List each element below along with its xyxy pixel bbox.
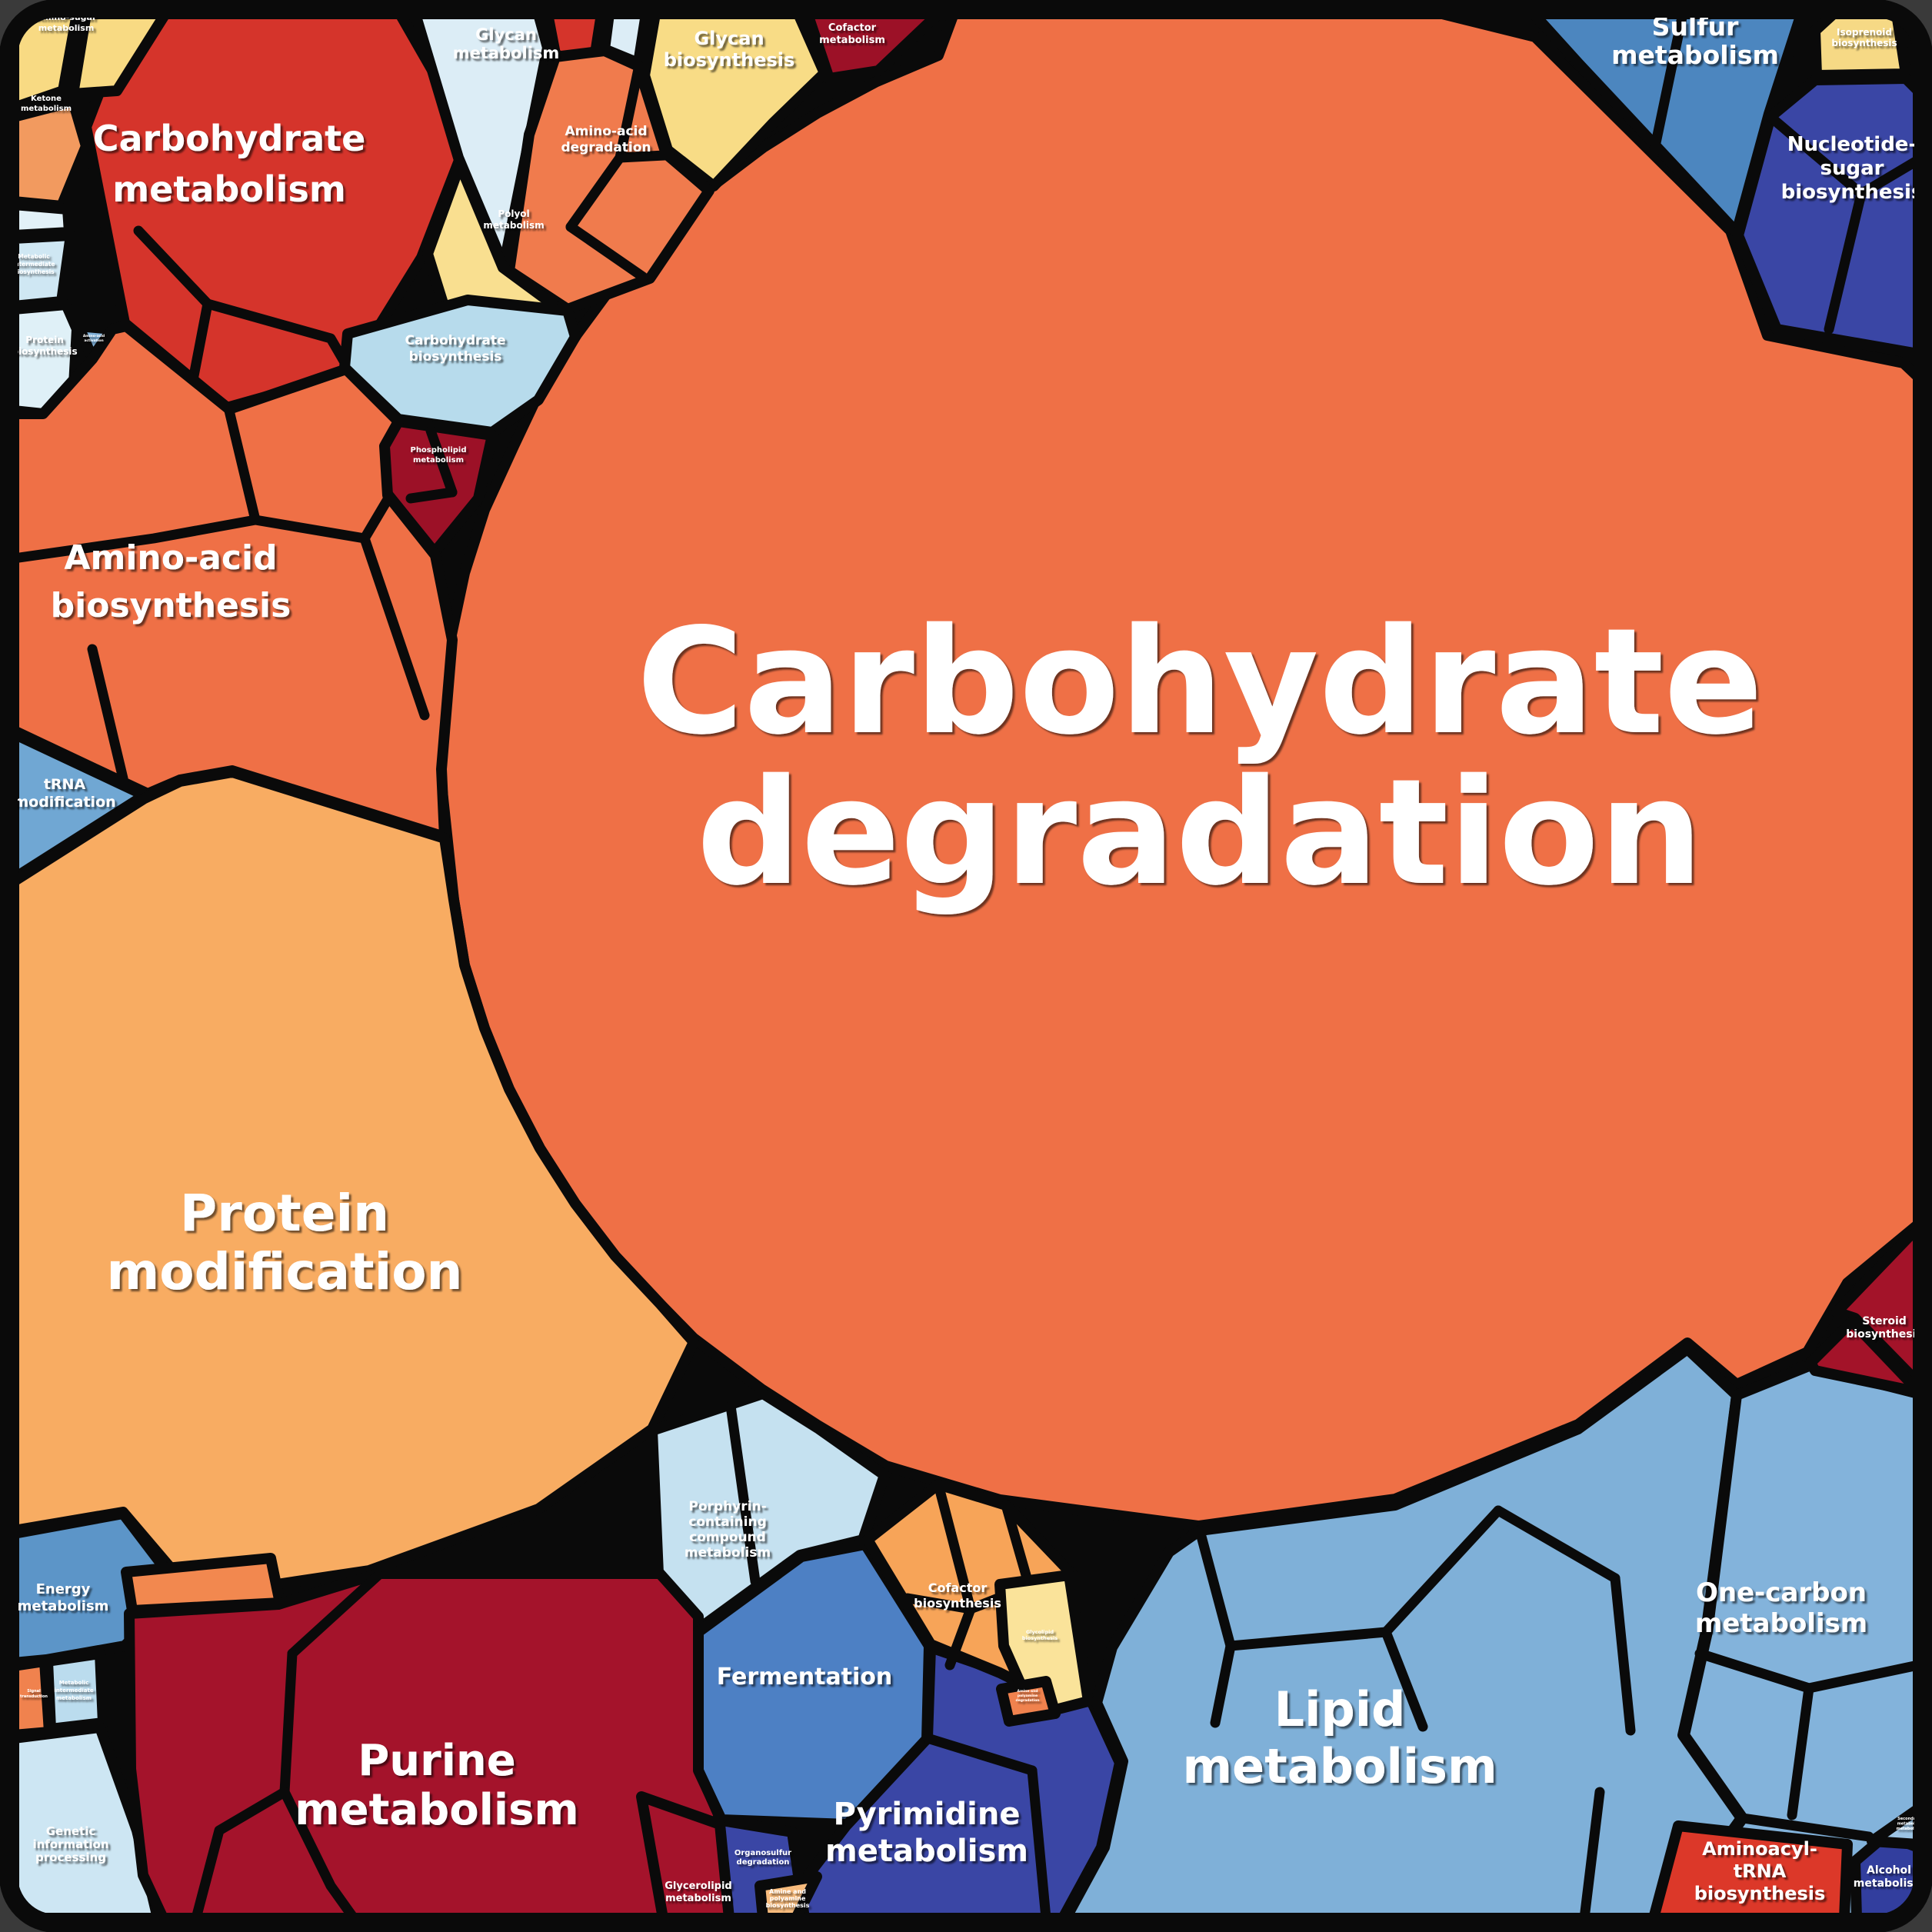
cell-secondary-metabolite-metabolism-label: Secondary metabolite metabolism bbox=[1897, 1817, 1922, 1831]
cell-lipid-metabolism-inner-border bbox=[1579, 1787, 1605, 1924]
cell-metabolic-intermediate-biosynthesis-label: Metabolic intermediate biosynthesis bbox=[13, 253, 55, 275]
cell-phospholipid-metabolism-inner-border bbox=[405, 487, 458, 504]
cell-one-carbon-metabolism-inner-border bbox=[1737, 1813, 1874, 1842]
cell-protein-modification-label: Protein modification bbox=[106, 1184, 462, 1301]
cell-alcohol-metabolism-label: Alcohol metabolism bbox=[1854, 1864, 1924, 1890]
cell-amine-and-polyamine-degradation-label: Amine and polyamine degradation bbox=[1016, 1689, 1040, 1703]
cell-metabolic-intermediate-metabolism-label: Metabolic intermediate metabolism bbox=[54, 1680, 93, 1701]
cell-amino-acid-degradation-inner-border bbox=[565, 222, 648, 282]
cell-porphyrin-containing-compound-metabolism-inner-border bbox=[725, 1401, 761, 1587]
cell-trna-modification-label: tRNA modification bbox=[13, 776, 115, 811]
cell-glycan-biosynthesis-label: Glycan biosynthesis bbox=[664, 28, 795, 71]
cell-cofactor-metabolism-label: Cofactor metabolism bbox=[819, 22, 885, 46]
cell-metabolic-intermediate-metabolism bbox=[42, 1648, 108, 1734]
cell-purine-metabolism-inner-border bbox=[279, 1787, 359, 1924]
cell-amine-and-polyamine-degradation bbox=[996, 1676, 1061, 1727]
cell-amino-acid-degradation-label: Amino-acid degradation bbox=[561, 124, 651, 155]
cell-carbohydrate-metabolism-label: Carbohydrate metabolism bbox=[93, 118, 366, 210]
cell-glycan-metabolism-label: Glycan metabolism bbox=[453, 25, 560, 62]
cell-energy-metabolism-label: Energy metabolism bbox=[18, 1581, 109, 1614]
cell-amino-acid-biosynthesis-inner-border bbox=[87, 644, 128, 784]
cell-carbohydrate-degradation-label: Carbohydrate degradation bbox=[637, 597, 1764, 918]
cell-polyol-metabolism-label: Polyol metabolism bbox=[483, 208, 544, 231]
cell-signal-transduction-label: Signal transduction bbox=[20, 1689, 48, 1699]
cell-purine-metabolism-inner-border bbox=[279, 1648, 298, 1797]
labels-layer: Carbohydrate degradation Carbohydrate metab… bbox=[12, 12, 1924, 1909]
cell-isoprenoid-biosynthesis-label: Isoprenoid biosynthesis bbox=[1831, 27, 1897, 48]
cell-amino-acid-biosynthesis-inner-border bbox=[359, 533, 430, 721]
cell-nucleotide-sugar-biosynthesis-inner-border bbox=[1765, 112, 1867, 199]
cell-phospholipid-metabolism-label: Phospholipid metabolism bbox=[410, 446, 466, 465]
cell-amino-acid-biosynthesis-inner-border bbox=[359, 491, 395, 544]
cell-nucleotide-sugar-biosynthesis-inner-border bbox=[1856, 155, 1924, 199]
cell-protein-biosynthesis-label: Protein biosynthesis bbox=[12, 335, 77, 357]
cell-fermentation-label: Fermentation bbox=[717, 1664, 893, 1690]
cell-lipid-metabolism-inner-border bbox=[1381, 1505, 1504, 1637]
cell-lipid-metabolism-inner-border bbox=[1610, 1573, 1636, 1736]
cell-pyrimidine-metabolism-inner-border bbox=[922, 1733, 1038, 1776]
cell-glycolipid-biosynthesis-label: Glycolipid biosynthesis bbox=[1022, 1629, 1058, 1641]
cell-pyrimidine-metabolism-inner-border bbox=[1027, 1765, 1051, 1924]
cell-carbohydrate-biosynthesis-label: Carbohydrate biosynthesis bbox=[405, 333, 505, 365]
cell-purine-metabolism-inner-border bbox=[191, 1787, 290, 1924]
cell-ketone-metabolism-label: Ketone metabolism bbox=[21, 95, 72, 113]
cell-sulfur-metabolism-inner-border bbox=[1648, 8, 1688, 159]
cell-pyrimidine-metabolism-label: Pyrimidine metabolism bbox=[825, 1797, 1028, 1869]
cell-cofactor-biosynthesis-inner-border bbox=[944, 1604, 976, 1671]
cell-porphyrin-containing-compound-metabolism-label: Porphyrin-containing compound metabolism bbox=[685, 1499, 771, 1561]
cell-purine-metabolism-label: Purine metabolism bbox=[295, 1736, 579, 1835]
cells-layer bbox=[8, 8, 1924, 1924]
cell-amino-acid-degradation-inner-border bbox=[615, 150, 670, 163]
cell-lipid-metabolism-inner-border bbox=[1381, 1627, 1428, 1732]
cell-phospholipid-metabolism-inner-border bbox=[425, 425, 458, 498]
cell-amino-acid-activation-label: Amino-acid activation bbox=[83, 334, 105, 343]
cell-one-carbon-metabolism-inner-border bbox=[1694, 1648, 1814, 1694]
cell-lipid-metabolism-inner-border bbox=[1225, 1627, 1391, 1651]
cell-cofactor-biosynthesis-inner-border bbox=[902, 1593, 976, 1614]
cell-amino-acid-biosynthesis-inner-border bbox=[250, 515, 370, 544]
cell-lipid-metabolism-inner-border bbox=[1493, 1505, 1621, 1584]
cell-amino-acid-biosynthesis-inner-border bbox=[8, 515, 261, 564]
cell-lipid-metabolism-inner-border bbox=[1210, 1641, 1236, 1728]
cell-cofactor-biosynthesis-inner-border bbox=[1001, 1500, 1034, 1591]
cell-glycerolipid-metabolism-label: Glycerolipid metabolism bbox=[665, 1880, 731, 1904]
cell-lipid-metabolism-inner-border bbox=[1194, 1525, 1236, 1651]
cell-organosulfur-degradation-label: Organosulfur degradation bbox=[734, 1849, 791, 1867]
cell-amino-acid-biosynthesis-label: Amino-acid biosynthesis bbox=[51, 538, 291, 625]
cell-nucleotide-sugar-biosynthesis-inner-border bbox=[1824, 188, 1867, 335]
cell-amine-and-polyamine-biosynthesis-label: Amine and polyamine biosynthesis bbox=[766, 1888, 810, 1909]
cell-cofactor-biosynthesis-label: Cofactor biosynthesis bbox=[914, 1581, 1001, 1611]
cell-cofactor-biosynthesis-inner-border bbox=[933, 1479, 976, 1614]
cell-nucleotide-sugar-biosynthesis bbox=[1733, 73, 1924, 359]
cell-nucleotide-sugar-biosynthesis-label: Nucleotide-sugar biosynthesis bbox=[1781, 133, 1924, 204]
cell-one-carbon-metabolism-label: One-carbon metabolism bbox=[1695, 1577, 1867, 1639]
cell-one-carbon-metabolism-inner-border bbox=[1787, 1683, 1814, 1820]
cell-lipid-metabolism-label: Lipid metabolism bbox=[1182, 1681, 1497, 1794]
cell-aminoacyl-trna-biosynthesis-label: Aminoacyl-tRNA biosynthesis bbox=[1694, 1838, 1826, 1904]
cell-genetic-information-processing-label: Genetic information processing bbox=[32, 1824, 108, 1864]
cell-amino-acid-biosynthesis-inner-border bbox=[224, 405, 261, 525]
cell-purine-metabolism-inner-border bbox=[287, 1570, 384, 1659]
cell-one-carbon-metabolism-inner-border bbox=[1804, 1660, 1924, 1694]
cell-steroid-biosynthesis-label: Steroid biosynthesis bbox=[1846, 1315, 1922, 1341]
